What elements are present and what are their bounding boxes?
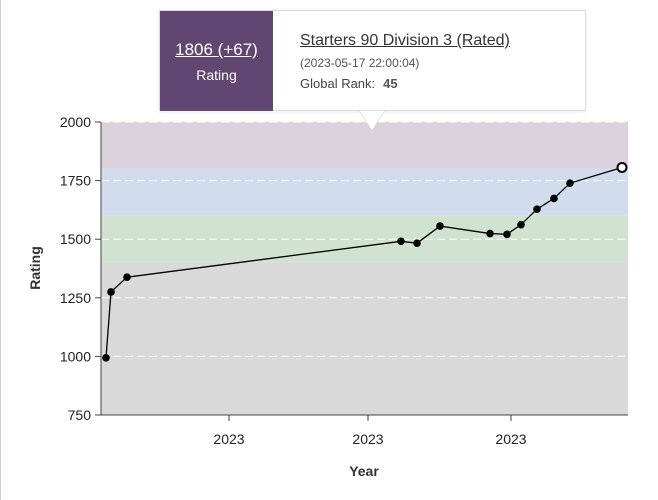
y-tick-label: 1500 — [60, 231, 91, 247]
page-left-border — [0, 0, 1, 500]
tooltip-global-rank: Global Rank: 45 — [300, 76, 398, 91]
data-point — [397, 237, 405, 246]
x-tick-label: 2023 — [495, 431, 526, 447]
tooltip-date: (2023-05-17 22:00:04) — [300, 56, 420, 70]
data-point — [486, 229, 494, 238]
data-point — [550, 194, 558, 203]
data-point — [102, 354, 110, 362]
rating-series — [102, 161, 628, 362]
grid-lines — [101, 121, 628, 357]
tooltip-arrow — [360, 111, 384, 130]
rating-tooltip: 1806 (+67) Rating Starters 90 Division 3… — [159, 10, 586, 131]
rating-band-0 — [101, 262, 628, 415]
tooltip-contest-link[interactable]: Starters 90 Division 3 (Rated) — [300, 32, 510, 49]
y-tick-label: 1000 — [60, 348, 91, 364]
axes: 750 1000 1250 1500 1750 2000 2023 2023 2023 — [60, 114, 628, 447]
y-tick-label: 1750 — [60, 173, 91, 189]
data-point — [533, 205, 541, 213]
rating-bands — [101, 121, 628, 415]
data-point — [503, 230, 511, 239]
y-tick-label: 2000 — [60, 114, 91, 130]
y-tick-label: 1250 — [60, 290, 91, 306]
tooltip-rank-label: Global Rank: — [300, 76, 376, 91]
y-axis-title: Rating — [27, 246, 43, 290]
data-point — [107, 288, 115, 296]
x-axis-title: Year — [349, 463, 379, 479]
x-tick-label: 2023 — [213, 431, 244, 447]
data-point — [436, 222, 444, 230]
tooltip-rank-value: 45 — [383, 76, 398, 91]
x-tick-label: 2023 — [352, 431, 383, 447]
data-point — [566, 179, 574, 187]
tooltip-rating-label: Rating — [196, 67, 237, 83]
data-point — [517, 220, 525, 229]
tooltip-rating-value[interactable]: 1806 (+67) — [175, 40, 258, 59]
data-point — [123, 273, 131, 281]
tooltip-rating-panel: 1806 (+67) Rating — [160, 11, 273, 111]
rating-band-2 — [101, 168, 628, 216]
data-point — [413, 239, 421, 247]
y-tick-label: 750 — [68, 407, 92, 423]
data-point-highlighted — [616, 161, 628, 173]
